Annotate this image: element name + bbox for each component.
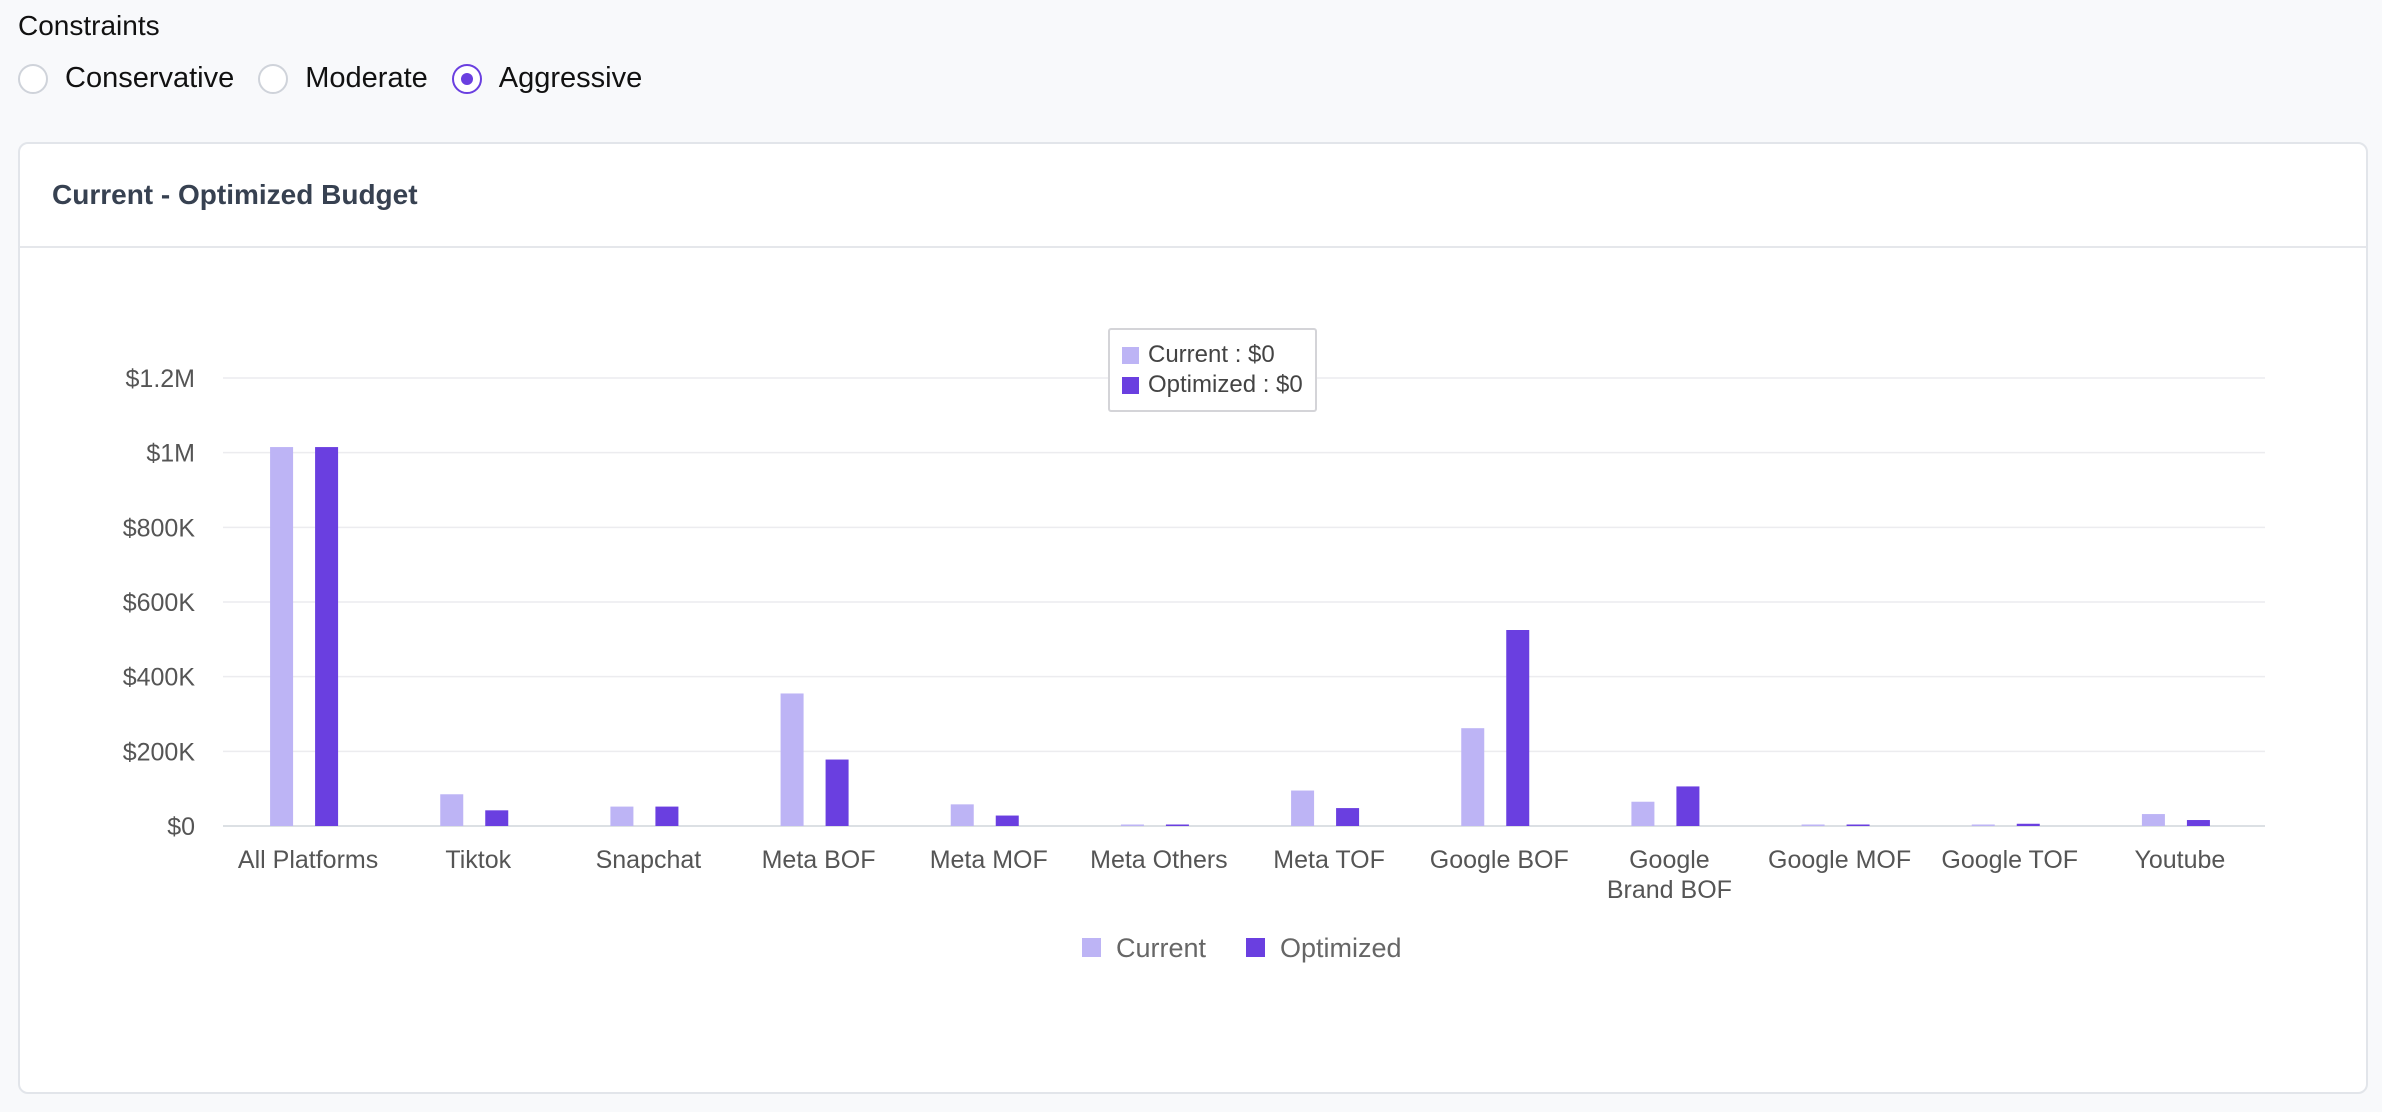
x-category-label: Meta BOF xyxy=(762,846,876,874)
x-category-label: Google xyxy=(1629,846,1710,874)
radio-aggressive[interactable]: Aggressive xyxy=(452,62,642,95)
bar-current xyxy=(610,807,633,826)
bar-optimized xyxy=(2187,820,2210,826)
legend-label-optimized: Optimized xyxy=(1280,933,1402,963)
y-tick-label: $0 xyxy=(167,813,195,841)
y-tick-label: $200K xyxy=(123,738,196,766)
bar-optimized xyxy=(1506,630,1529,826)
tooltip-row-optimized: Optimized : $0 xyxy=(1122,370,1303,400)
chart-tooltip: Current : $0 Optimized : $0 xyxy=(1108,328,1317,412)
bar-optimized xyxy=(315,447,338,826)
x-category-label: Brand BOF xyxy=(1607,876,1732,904)
bar-current xyxy=(1121,825,1144,827)
radio-aggressive-label[interactable]: Aggressive xyxy=(499,62,642,95)
radio-moderate-label[interactable]: Moderate xyxy=(305,62,428,95)
tooltip-current-text: Current : $0 xyxy=(1148,340,1275,370)
x-category-label: Google BOF xyxy=(1430,846,1569,874)
bar-current xyxy=(440,794,463,826)
tooltip-optimized-text: Optimized : $0 xyxy=(1148,370,1303,400)
budget-bar-chart: $0 $200K $400K $600K $800K $1M $1.2M All Platfo… xyxy=(20,144,2366,1092)
bar-optimized xyxy=(1676,786,1699,826)
y-tick-label: $800K xyxy=(123,514,196,542)
y-tick-label: $1M xyxy=(146,440,195,468)
bar-optimized xyxy=(2017,824,2040,826)
x-category-label: Youtube xyxy=(2134,846,2225,874)
bar-current xyxy=(951,804,974,826)
bar-optimized xyxy=(1336,808,1359,826)
bar-optimized xyxy=(826,760,849,826)
bar-current xyxy=(2142,814,2165,826)
bar-optimized xyxy=(1847,825,1870,827)
x-category-label: Tiktok xyxy=(445,846,511,874)
x-category-label: Snapchat xyxy=(596,846,702,874)
tooltip-current-swatch xyxy=(1122,347,1139,364)
bar-current xyxy=(1461,728,1484,826)
radio-conservative[interactable]: Conservative xyxy=(18,62,234,95)
bar-optimized xyxy=(655,807,678,826)
bar-current xyxy=(1972,825,1995,827)
radio-conservative-circle[interactable] xyxy=(18,64,48,94)
constraints-radio-group: Conservative Moderate Aggressive xyxy=(18,62,666,95)
radio-conservative-label[interactable]: Conservative xyxy=(65,62,234,95)
tooltip-row-current: Current : $0 xyxy=(1122,340,1303,370)
constraints-label: Constraints xyxy=(18,10,160,42)
x-category-label: Meta Others xyxy=(1090,846,1228,874)
x-category-label: Meta MOF xyxy=(930,846,1048,874)
bar-current xyxy=(1291,791,1314,826)
legend-swatch-current xyxy=(1082,938,1101,957)
bar-current xyxy=(1631,802,1654,826)
x-category-label: All Platforms xyxy=(238,846,378,874)
x-category-label: Google MOF xyxy=(1768,846,1911,874)
bar-current xyxy=(1802,825,1825,827)
radio-moderate[interactable]: Moderate xyxy=(258,62,428,95)
radio-moderate-circle[interactable] xyxy=(258,64,288,94)
bar-optimized xyxy=(996,816,1019,826)
bar-optimized xyxy=(1166,825,1189,827)
y-tick-label: $600K xyxy=(123,589,196,617)
legend-swatch-optimized xyxy=(1246,938,1265,957)
x-category-label: Google TOF xyxy=(1941,846,2078,874)
y-tick-label: $400K xyxy=(123,664,196,692)
bar-optimized xyxy=(485,810,508,826)
tooltip-optimized-swatch xyxy=(1122,377,1139,394)
x-category-label: Meta TOF xyxy=(1273,846,1385,874)
legend-label-current: Current xyxy=(1116,933,1207,963)
radio-aggressive-circle[interactable] xyxy=(452,64,482,94)
budget-chart-card: Current - Optimized Budget $0 $200K $400K $… xyxy=(18,142,2368,1094)
bar-current xyxy=(270,447,293,826)
y-tick-label: $1.2M xyxy=(126,365,195,393)
bar-current xyxy=(781,693,804,826)
